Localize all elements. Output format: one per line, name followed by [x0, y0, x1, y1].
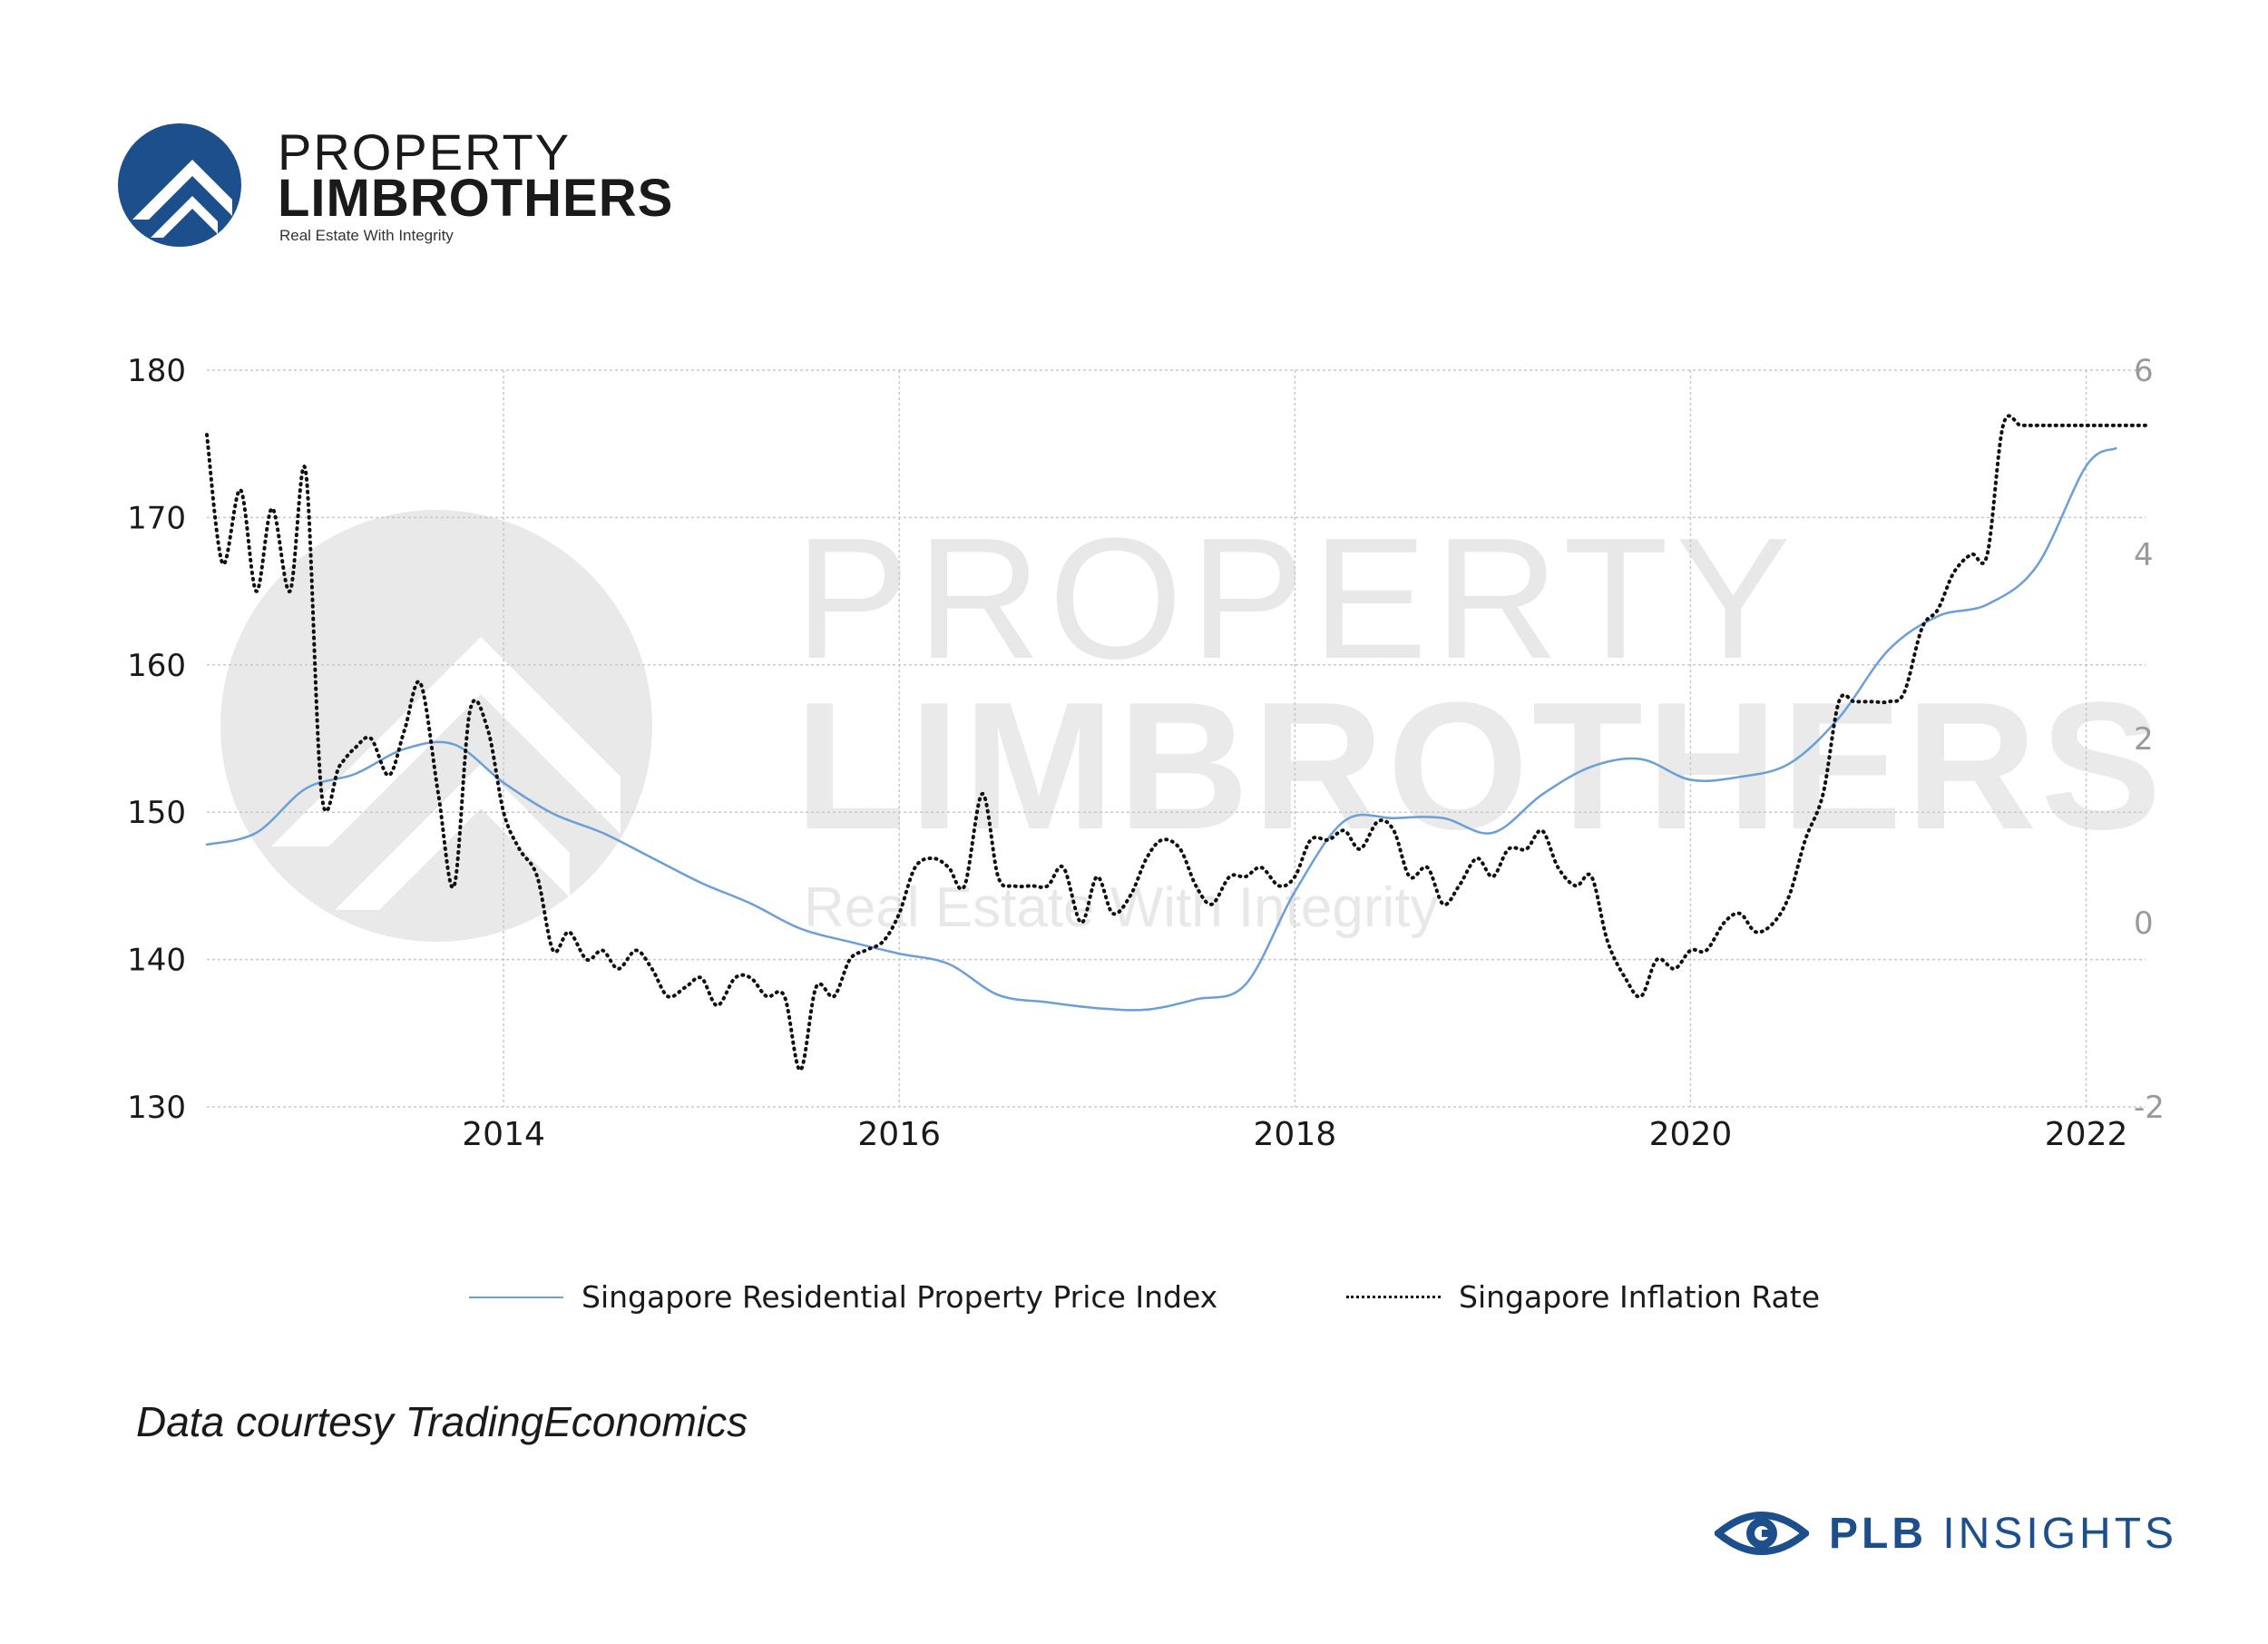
chart-series: [205, 414, 2147, 1072]
chart-grid: [207, 369, 2146, 1108]
legend-swatch-dotted: [1346, 1296, 1441, 1298]
right-tick-label: 2: [2134, 721, 2154, 758]
x-tick-label: 2016: [857, 1116, 941, 1153]
insights-wordmark: PLB INSIGHTS: [1829, 1509, 2177, 1559]
legend-item-property-index: Singapore Residential Property Price Ind…: [469, 1279, 1217, 1315]
right-tick-label: 6: [2134, 353, 2154, 389]
right-axis-ticks: -2 0 2 4 6: [2134, 353, 2165, 1126]
property-limbrothers-logo-icon: [118, 123, 241, 247]
brand-name-line2: LIMBROTHERS: [278, 169, 674, 228]
left-tick-label: 140: [127, 943, 186, 979]
right-tick-label: -2: [2134, 1090, 2165, 1126]
left-tick-label: 150: [127, 795, 186, 831]
eye-icon: [1715, 1512, 1809, 1555]
left-tick-label: 170: [127, 500, 186, 536]
right-tick-label: 0: [2134, 905, 2154, 942]
legend-label-property-index: Singapore Residential Property Price Ind…: [582, 1279, 1218, 1315]
x-tick-label: 2014: [462, 1116, 545, 1153]
x-tick-label: 2018: [1254, 1116, 1337, 1153]
series-line-property-index: [205, 446, 2117, 1012]
left-tick-label: 130: [127, 1090, 186, 1126]
x-axis-ticks: 2014 2016 2018 2020 2022: [462, 1116, 2127, 1153]
right-tick-label: 4: [2134, 537, 2154, 573]
legend-label-inflation: Singapore Inflation Rate: [1459, 1279, 1820, 1315]
left-axis-ticks: 130 140 150 160 170 180: [127, 353, 186, 1126]
brand-header: PROPERTY LIMBROTHERS Real Estate With In…: [116, 120, 672, 256]
legend-swatch-solid: [469, 1296, 563, 1298]
left-tick-label: 160: [127, 648, 186, 684]
x-tick-label: 2022: [2045, 1116, 2128, 1153]
insights-bold: PLB: [1829, 1509, 1927, 1558]
legend-item-inflation: Singapore Inflation Rate: [1346, 1279, 1820, 1315]
source-note: Data courtesy TradingEconomics: [136, 1398, 748, 1445]
insights-rest: INSIGHTS: [1927, 1509, 2178, 1558]
plb-insights-logo: PLB INSIGHTS: [1715, 1497, 2177, 1570]
left-tick-label: 180: [127, 353, 186, 389]
series-line-inflation: [205, 414, 2147, 1072]
x-tick-label: 2020: [1649, 1116, 1733, 1153]
brand-name-line1: PROPERTY: [278, 123, 572, 181]
brand-tagline: Real Estate With Integrity: [279, 227, 454, 244]
chart-legend: Singapore Residential Property Price Ind…: [0, 1279, 2268, 1334]
